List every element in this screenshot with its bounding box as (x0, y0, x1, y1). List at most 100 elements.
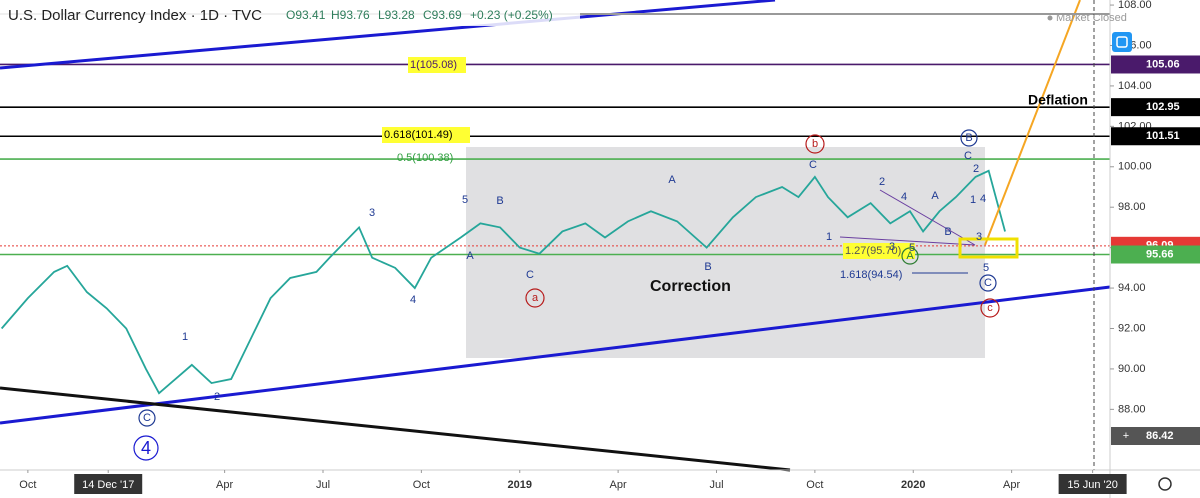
ohlc: L93.28 (378, 8, 415, 22)
highlight-box (958, 237, 1019, 259)
wave-label: 5 (983, 262, 989, 274)
annotation: 1.618(94.54) (840, 269, 902, 281)
annotation: 0.5(100.38) (397, 152, 453, 164)
wave-label: 4 (901, 191, 907, 203)
x-tick-badge (1058, 474, 1127, 494)
trend-line (0, 285, 1111, 425)
wave-label: 4 (980, 193, 986, 205)
wave-label: 1 (182, 331, 188, 343)
wave-label: C (964, 150, 972, 162)
plus-icon: + (1123, 430, 1129, 442)
circle (979, 274, 997, 292)
price-badge-label: 105.06 (1146, 58, 1180, 70)
circled-label: c (987, 302, 993, 314)
circled-label: C (143, 412, 151, 424)
y-tick-label: 88.00 (1118, 403, 1146, 415)
wave-label: 5 (462, 194, 468, 206)
y-tick-label: 98.00 (1118, 201, 1146, 213)
highlight (382, 127, 470, 143)
button[interactable] (1112, 32, 1132, 52)
wave-label: 3 (369, 207, 375, 219)
circle (525, 288, 545, 308)
header-bg (0, 4, 580, 26)
circle (133, 435, 159, 461)
wave-label: 2 (879, 176, 885, 188)
circled-label: C (984, 277, 992, 289)
title: U.S. Dollar Currency Index · 1D · TVC (8, 7, 262, 24)
y-tick-label: 108.00 (1118, 0, 1152, 11)
x-tick-label: Apr (610, 479, 627, 491)
x-tick-label: 15 Jun '20 (1067, 479, 1117, 491)
wave-label: C (526, 269, 534, 281)
wave-label: 4 (410, 294, 416, 306)
annotation: 1(105.08) (410, 59, 457, 71)
annotation: Correction (650, 278, 731, 295)
wave-label: 2 (214, 391, 220, 403)
wedge-line (839, 236, 976, 246)
wave-label: 1 (970, 194, 976, 206)
wave-label: B (704, 261, 711, 273)
ohlc: H93.76 (331, 8, 370, 22)
x-tick-label: 2020 (901, 479, 925, 491)
wave-label: 2 (973, 163, 979, 175)
status-dot (1047, 15, 1053, 21)
wave-label: A (931, 190, 939, 202)
price-badge (1111, 127, 1200, 146)
circle (138, 409, 156, 427)
ohlc: O93.41 (286, 8, 326, 22)
circle (901, 247, 919, 265)
button-icon (1116, 36, 1128, 48)
x-tick-badge (74, 474, 143, 494)
trend-line (0, 0, 776, 70)
wave-label: B (496, 195, 503, 207)
x-tick-label: 14 Dec '17 (82, 479, 134, 491)
circled-label: B (965, 132, 972, 144)
annotation: 0.618(101.49) (384, 129, 453, 141)
y-tick-label: 92.00 (1118, 322, 1146, 334)
status: Market Closed (1056, 12, 1127, 24)
x-tick-label: Oct (19, 479, 36, 491)
trend-line (0, 386, 791, 472)
x-tick-label: 2019 (508, 479, 532, 491)
x-tick-label: Oct (413, 479, 430, 491)
y-tick-label: 104.00 (1118, 80, 1152, 92)
highlight (843, 243, 915, 259)
wedge-line (879, 189, 976, 246)
circled-label: A (906, 250, 914, 262)
wave-label: 3 (976, 231, 982, 243)
wave-label: B (944, 226, 951, 238)
trend-line (984, 0, 1081, 246)
x-tick-label: Jul (709, 479, 723, 491)
price-badge (1111, 245, 1200, 264)
x-tick-label: Jul (316, 479, 330, 491)
price-badge (1111, 55, 1200, 74)
circled-label: a (532, 292, 539, 304)
x-tick-label: Apr (1003, 479, 1020, 491)
circle (805, 134, 825, 154)
wave-label: A (668, 174, 676, 186)
highlight (408, 57, 466, 73)
circle (960, 129, 978, 147)
plot (0, 63, 1110, 395)
settings-icon[interactable] (1158, 477, 1172, 491)
price-badge-label: 101.51 (1146, 130, 1180, 142)
wave-label: A (466, 250, 474, 262)
ohlc: C93.69 (423, 8, 462, 22)
axes: 88.0090.0092.0094.0096.0098.00100.00102.… (19, 0, 1200, 494)
x-tick-label: Oct (806, 479, 823, 491)
annotation: Deflation (1028, 92, 1088, 108)
price-badge-label: 95.66 (1146, 248, 1174, 260)
price-badge (1111, 98, 1200, 117)
price-line (0, 169, 1006, 395)
y-tick-label: 100.00 (1118, 161, 1152, 173)
wave-label: 1 (826, 231, 832, 243)
circled-label: b (812, 138, 818, 150)
ohlc: +0.23 (+0.25%) (470, 8, 553, 22)
price-badge-label: 86.42 (1146, 430, 1174, 442)
annotation: 1.27(95.70) (845, 245, 901, 257)
x-tick-label: Apr (216, 479, 233, 491)
circled-label: 4 (141, 438, 151, 458)
wave-label: C (809, 159, 817, 171)
circle (980, 298, 1000, 318)
